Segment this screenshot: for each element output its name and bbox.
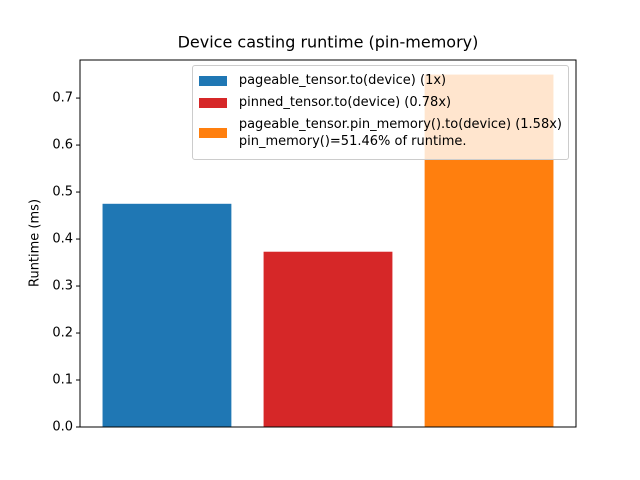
y-axis-label: Runtime (ms) bbox=[28, 199, 43, 287]
legend-swatch bbox=[198, 75, 227, 86]
y-tick-label: 0.5 bbox=[52, 185, 73, 200]
y-tick-label: 0.2 bbox=[52, 326, 73, 341]
legend-label: pinned_tensor.to(device) (0.78x) bbox=[238, 95, 452, 110]
y-tick-label: 0.4 bbox=[52, 232, 73, 247]
legend: pageable_tensor.to(device) (1x) pinned_te… bbox=[191, 65, 569, 160]
y-tick-label: 0.3 bbox=[52, 279, 73, 294]
y-tick-label: 0.1 bbox=[52, 373, 73, 388]
legend-label: pageable_tensor.to(device) (1x) bbox=[238, 73, 447, 88]
legend-entry: pinned_tensor.to(device) (0.78x) bbox=[198, 94, 562, 111]
legend-entry: pageable_tensor.pin_memory().to(device) … bbox=[198, 116, 562, 150]
legend-entry: pageable_tensor.to(device) (1x) bbox=[198, 72, 562, 89]
plot-frame bbox=[79, 59, 577, 428]
y-tick-label: 0.6 bbox=[52, 138, 73, 153]
y-tick-label: 0.7 bbox=[52, 91, 73, 106]
legend-label: pageable_tensor.pin_memory().to(device) … bbox=[238, 117, 562, 149]
chart-title: Device casting runtime (pin-memory) bbox=[178, 33, 479, 52]
legend-swatch bbox=[198, 128, 227, 138]
bar bbox=[263, 251, 393, 427]
y-tick-label: 0.0 bbox=[52, 420, 73, 435]
legend-swatch bbox=[198, 97, 227, 108]
bar bbox=[102, 203, 232, 427]
